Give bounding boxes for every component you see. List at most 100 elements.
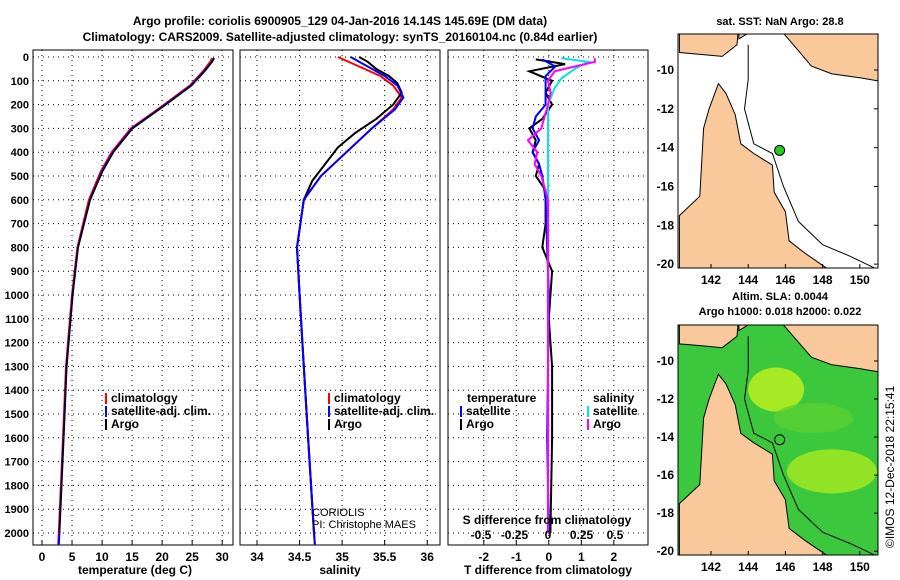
title-line2: Climatology: CARS2009. Satellite-adjuste…	[83, 30, 598, 44]
sal-legend-swatch	[328, 406, 330, 417]
differences-xtick-label: -2	[478, 550, 489, 564]
differences-xtick-label: 2	[611, 550, 618, 564]
temp-climatology-line	[57, 57, 213, 545]
depth-tick-label: 1600	[5, 433, 29, 445]
sst-map-lon-label: 144	[738, 273, 758, 287]
temp-legend-label: Argo	[111, 417, 139, 431]
temperature-xtick-label: 5	[69, 550, 76, 564]
sdiff-tick-label: 0	[545, 528, 552, 542]
sst-map-lon-label: 146	[775, 273, 795, 287]
tdiff-legend-swatch	[460, 419, 462, 430]
sal-climatology-line	[295, 56, 403, 545]
depth-tick-label: 400	[11, 147, 29, 159]
sdiff-tick-label: -0.25	[501, 528, 529, 542]
sst-map-lat-label: -14	[657, 141, 675, 155]
sla-high-blob	[786, 449, 877, 494]
annotation-operator: CORIOLIS	[312, 507, 365, 519]
sla-map-lon-label: 144	[738, 560, 758, 574]
salinity-xlabel: salinity	[319, 563, 361, 577]
sst-map-png-land	[738, 34, 878, 82]
sla-map-title1: Altim. SLA: 0.0044	[732, 291, 829, 303]
sla-map-lon-label: 148	[813, 560, 833, 574]
sla-map-lat-label: -18	[657, 506, 675, 520]
tdiff-legend-title: temperature	[467, 391, 537, 405]
sst-map-lat-label: -16	[657, 179, 675, 193]
sla-mid-blob	[773, 403, 854, 434]
depth-tick-label: 700	[11, 219, 29, 231]
temperature-xtick-label: 10	[95, 550, 109, 564]
depth-tick-label: 1500	[5, 409, 29, 421]
sla-map-australia-land	[678, 373, 827, 555]
salinity-xtick-label: 34	[250, 550, 264, 564]
sst-map-content	[678, 34, 878, 268]
sdiff-tick-label: 0.25	[570, 528, 594, 542]
temp-legend-label: climatology	[111, 391, 178, 405]
salinity-xtick-label: 36	[421, 550, 435, 564]
sal-legend-label: satellite-adj. clim.	[334, 404, 434, 418]
salinity-frame	[239, 49, 441, 546]
differences-frame	[447, 49, 649, 546]
temp-argo-line	[58, 57, 216, 534]
depth-tick-label: 1900	[5, 504, 29, 516]
temp-satellite-line	[57, 57, 215, 545]
sdiff-legend-swatch	[587, 419, 589, 430]
sla-map-png-land	[738, 325, 878, 373]
salinity-xtick-label: 35.5	[373, 550, 397, 564]
watermark: ©IMOS 12-Dec-2018 22:15:41	[883, 385, 897, 548]
sst-map-png-west-land	[678, 34, 739, 57]
sal-satellite-line	[295, 56, 405, 545]
tdiff-legend-swatch	[460, 406, 462, 417]
sst-map-lat-label: -20	[657, 257, 675, 271]
depth-tick-label: 300	[11, 123, 29, 135]
sst-map-frame	[677, 33, 879, 269]
annotation-pi: PI: Christophe MAES	[312, 519, 416, 531]
sal-legend-swatch	[328, 419, 330, 430]
sst-map-lat-label: -12	[657, 102, 675, 116]
depth-tick-label: 500	[11, 171, 29, 183]
differences-xtick-label: -1	[511, 550, 522, 564]
sla-map-lon-label: 146	[775, 560, 795, 574]
temp-legend-swatch	[105, 393, 107, 404]
depth-tick-label: 200	[11, 100, 29, 112]
sal-legend-label: Argo	[334, 417, 362, 431]
sdiff-legend-label: Argo	[593, 417, 621, 431]
differences-xtick-label: 1	[578, 550, 585, 564]
sla-map-title2: Argo h1000: 0.018 h2000: 0.022	[699, 306, 862, 318]
depth-tick-label: 1700	[5, 457, 29, 469]
argo-location-marker	[774, 144, 786, 156]
sdiff-legend-label: satellite	[593, 404, 638, 418]
salinity-xtick-label: 35	[335, 550, 349, 564]
sst-map-lon-label: 142	[701, 273, 721, 287]
sst-map-lon-label: 150	[850, 273, 870, 287]
temperature-xtick-label: 25	[185, 550, 199, 564]
differences-xtick-label: 0	[545, 550, 552, 564]
sst-map-australia-land	[678, 82, 827, 268]
sla-map-png-west-land	[678, 325, 739, 349]
sla-map-lat-label: -20	[657, 544, 675, 558]
sla-map-content	[678, 325, 878, 555]
sdiff-legend-swatch	[587, 406, 589, 417]
depth-tick-label: 1800	[5, 480, 29, 492]
sla-map-lon-label: 142	[701, 560, 721, 574]
sdiff-tick-label: -0.5	[471, 528, 492, 542]
depth-tick-label: 100	[11, 76, 29, 88]
sdiff-argo-line	[526, 58, 596, 533]
sal-legend-label: climatology	[334, 391, 401, 405]
sst-map-shelf-contour	[743, 44, 876, 268]
title-line1: Argo profile: coriolis 6900905_129 04-Ja…	[133, 14, 547, 28]
tdiff-legend-label: satellite	[466, 404, 511, 418]
depth-tick-label: 0	[23, 52, 29, 64]
temp-legend-swatch	[105, 419, 107, 430]
sla-map-shelf-contour	[743, 336, 876, 555]
depth-tick-label: 900	[11, 266, 29, 278]
sst-map-lat-label: -18	[657, 218, 675, 232]
sla-map-frame	[677, 324, 879, 556]
sdiff-label: S difference from climatology	[463, 513, 632, 527]
tdiff-legend-label: Argo	[466, 417, 494, 431]
sla-map-lat-label: -14	[657, 430, 675, 444]
temp-legend-swatch	[105, 406, 107, 417]
depth-tick-label: 1100	[5, 314, 29, 326]
temperature-xtick-label: 0	[39, 550, 46, 564]
depth-tick-label: 800	[11, 242, 29, 254]
